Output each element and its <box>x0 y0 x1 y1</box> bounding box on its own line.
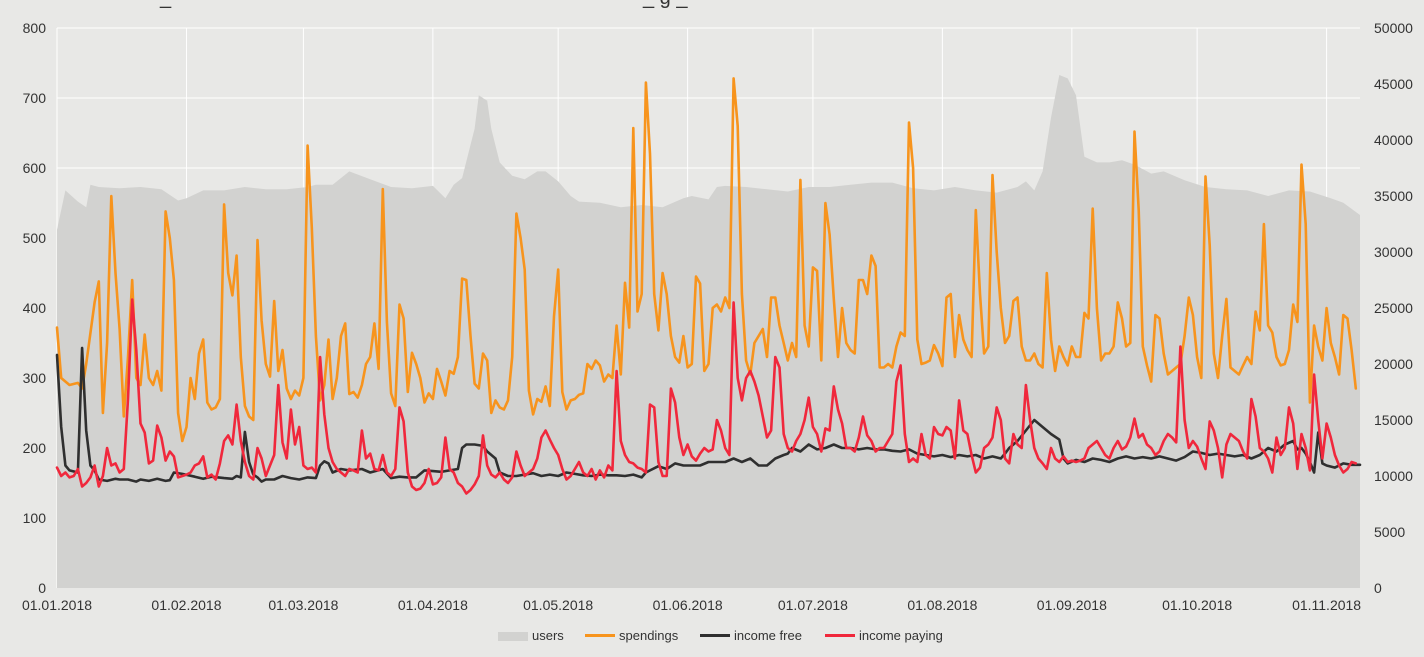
y-left-tick-label: 700 <box>23 90 47 106</box>
y-left-tick-label: 600 <box>23 160 47 176</box>
legend: users spendings income free income paying <box>498 628 943 643</box>
axes: 0 100 200 300 400 500 600 700 800 0 5000 10000 15000… <box>22 20 1413 613</box>
legend-swatch <box>585 634 615 637</box>
x-tick-label: 01.09.2018 <box>1037 597 1107 613</box>
y-left-tick-label: 300 <box>23 370 47 386</box>
legend-swatch <box>700 634 730 637</box>
x-tick-label: 01.01.2018 <box>22 597 92 613</box>
y-right-tick-label: 15000 <box>1374 412 1413 428</box>
y-left-tick-label: 500 <box>23 230 47 246</box>
title-fragment-right: _ g _ <box>642 0 688 9</box>
x-tick-label: 01.05.2018 <box>523 597 593 613</box>
y-left-tick-label: 800 <box>23 20 47 36</box>
x-tick-label: 01.10.2018 <box>1162 597 1232 613</box>
x-tick-label: 01.02.2018 <box>151 597 221 613</box>
legend-item-users: users <box>498 628 564 643</box>
y-right-tick-label: 45000 <box>1374 76 1413 92</box>
y-left-tick-label: 400 <box>23 300 47 316</box>
y-right-tick-label: 50000 <box>1374 20 1413 36</box>
y-right-tick-label: 35000 <box>1374 188 1413 204</box>
legend-swatch <box>825 634 855 637</box>
x-tick-label: 01.06.2018 <box>653 597 723 613</box>
x-tick-label: 01.04.2018 <box>398 597 468 613</box>
legend-item-income-paying: income paying <box>825 628 943 643</box>
y-right-tick-label: 0 <box>1374 580 1382 596</box>
legend-label: income paying <box>859 628 943 643</box>
y-right-tick-label: 30000 <box>1374 244 1413 260</box>
x-tick-label: 01.11.2018 <box>1292 597 1361 613</box>
legend-label: spendings <box>619 628 679 643</box>
legend-swatch <box>498 632 528 641</box>
y-right-tick-label: 25000 <box>1374 300 1413 316</box>
y-right-tick-label: 10000 <box>1374 468 1413 484</box>
y-left-tick-label: 0 <box>38 580 46 596</box>
x-tick-label: 01.07.2018 <box>778 597 848 613</box>
legend-label: users <box>532 628 564 643</box>
legend-item-spendings: spendings <box>585 628 679 643</box>
y-left-tick-label: 100 <box>23 510 47 526</box>
series-layer <box>55 75 1362 588</box>
title-fragment-left: _ <box>159 0 172 9</box>
y-right-tick-label: 20000 <box>1374 356 1413 372</box>
series-line-spendings <box>55 77 1358 443</box>
series-line-income-paying <box>55 298 1358 495</box>
x-tick-label: 01.08.2018 <box>907 597 977 613</box>
legend-label: income free <box>734 628 802 643</box>
y-right-tick-label: 40000 <box>1374 132 1413 148</box>
series-line-income-free <box>55 346 1362 483</box>
x-tick-label: 01.03.2018 <box>268 597 338 613</box>
y-left-tick-label: 200 <box>23 440 47 456</box>
y-right-tick-label: 5000 <box>1374 524 1405 540</box>
legend-item-income-free: income free <box>700 628 802 643</box>
